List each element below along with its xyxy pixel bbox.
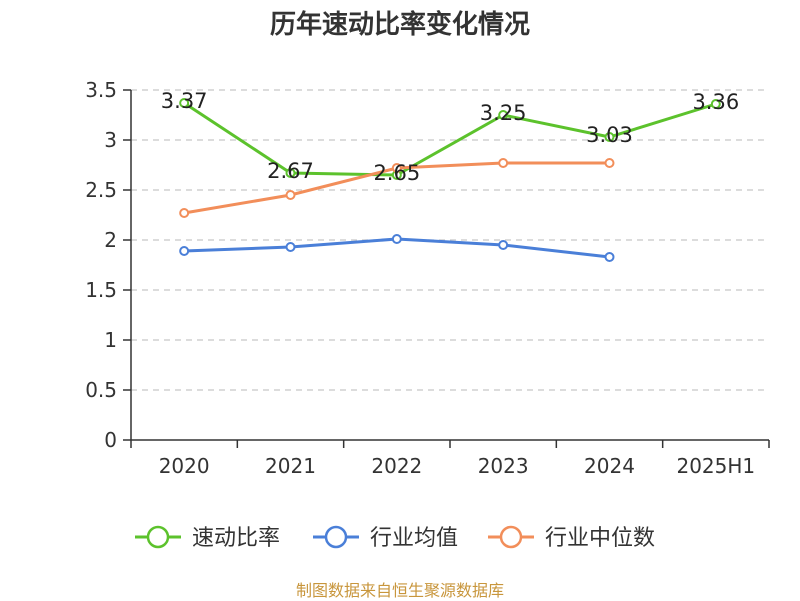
legend-label: 行业中位数 <box>545 526 655 551</box>
x-tick-label: 2024 <box>584 454 635 478</box>
y-tick-label: 3 <box>104 128 117 152</box>
data-point <box>285 190 296 200</box>
y-tick-label: 0.5 <box>85 378 117 402</box>
data-point <box>604 132 615 142</box>
data-point <box>498 240 509 250</box>
series-line-0 <box>183 101 717 177</box>
data-point <box>604 252 615 262</box>
data-point <box>498 158 509 168</box>
data-label: 3.36 <box>692 90 739 114</box>
legend-swatch-marker <box>324 525 348 549</box>
legend-label: 行业均值 <box>370 526 458 551</box>
x-tick-label: 2022 <box>371 454 422 478</box>
data-point <box>285 242 296 252</box>
data-label: 2.65 <box>373 161 420 185</box>
x-tick-label: 2023 <box>478 454 529 478</box>
x-tick-label: 2025H1 <box>676 454 755 478</box>
y-tick-label: 1 <box>104 328 117 352</box>
data-point <box>179 208 190 218</box>
y-tick-label: 0 <box>104 428 117 452</box>
y-tick-label: 3.5 <box>85 78 117 102</box>
chart-title: 历年速动比率变化情况 <box>269 10 530 40</box>
label-layer: 3.37 2.67 2.65 3.25 3.03 3.36 <box>161 89 739 185</box>
data-label: 2.67 <box>267 159 314 183</box>
data-label: 3.37 <box>161 89 208 113</box>
source-note: 制图数据来自恒生聚源数据库 <box>295 581 504 600</box>
axis-layer: 0 0.5 1 1.5 2 2.5 3 3.5 2020 2021 2022 2023 2024 2025… <box>85 78 770 478</box>
data-point <box>179 98 190 108</box>
grid-layer <box>131 89 769 391</box>
data-point <box>604 158 615 168</box>
x-tick-label: 2021 <box>265 454 316 478</box>
legend-swatch-marker <box>146 525 170 549</box>
legend-label: 速动比率 <box>192 526 280 551</box>
x-tick-label: 2020 <box>159 454 210 478</box>
y-tick-label: 1.5 <box>85 278 117 302</box>
data-label: 3.03 <box>586 123 633 147</box>
data-point <box>391 163 402 173</box>
legend-swatch-marker <box>499 525 523 549</box>
data-point <box>179 246 190 256</box>
series-layer <box>179 98 721 262</box>
y-tick-label: 2.5 <box>85 178 117 202</box>
y-tick-label: 2 <box>104 228 117 252</box>
data-point <box>285 168 296 178</box>
legend: 速动比率 行业均值 行业中位数 <box>135 525 655 551</box>
data-label: 3.25 <box>480 101 527 125</box>
data-point <box>710 99 721 109</box>
data-point <box>391 234 402 244</box>
data-point <box>498 110 509 120</box>
